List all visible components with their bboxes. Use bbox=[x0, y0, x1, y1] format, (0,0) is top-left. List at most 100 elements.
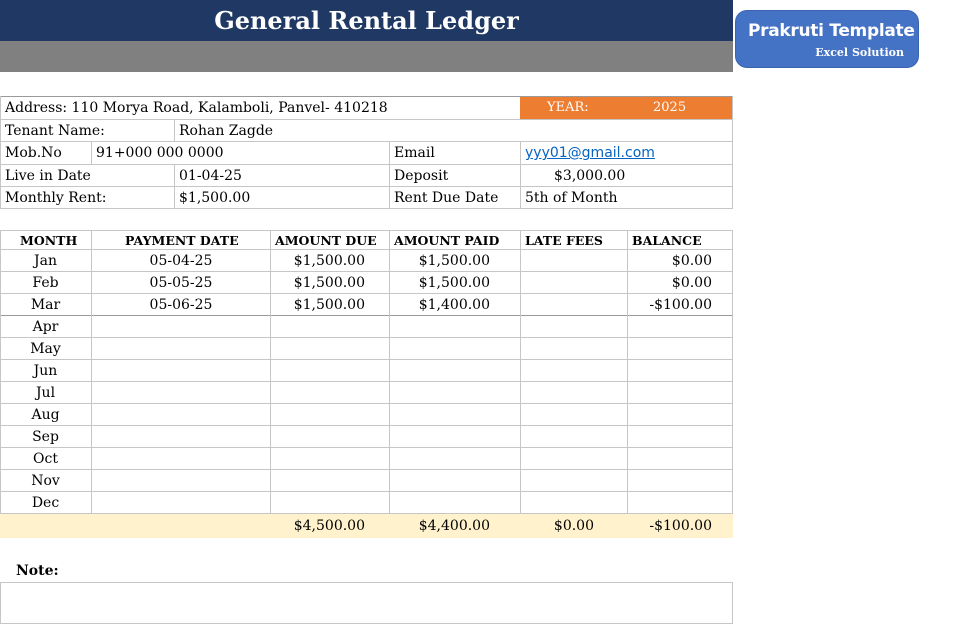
ledger-row-divider bbox=[0, 315, 733, 316]
cell-late-fees[interactable] bbox=[521, 272, 627, 293]
info-divider bbox=[520, 141, 521, 209]
cell-late-fees[interactable] bbox=[521, 382, 627, 403]
ledger-col-divider bbox=[732, 230, 733, 514]
cell-balance[interactable] bbox=[628, 360, 732, 381]
cell-balance[interactable] bbox=[628, 382, 732, 403]
cell-amount-due[interactable] bbox=[271, 470, 389, 491]
cell-payment-date[interactable] bbox=[92, 404, 270, 425]
cell-late-fees[interactable] bbox=[521, 448, 627, 469]
cell-month[interactable]: Sep bbox=[32, 428, 59, 445]
cell-balance[interactable]: -$100.00 bbox=[649, 296, 712, 313]
info-divider bbox=[0, 164, 733, 165]
mob-value[interactable]: 91+000 000 0000 bbox=[96, 145, 224, 161]
cell-payment-date[interactable]: 05-05-25 bbox=[149, 274, 213, 291]
ledger-row-divider bbox=[0, 425, 733, 426]
cell-late-fees[interactable] bbox=[521, 360, 627, 381]
info-divider bbox=[91, 141, 92, 164]
note-field[interactable] bbox=[0, 582, 733, 624]
cell-month[interactable]: Jun bbox=[33, 362, 58, 379]
address-field[interactable]: Address: 110 Morya Road, Kalamboli, Panv… bbox=[5, 100, 388, 116]
cell-month[interactable]: Jan bbox=[34, 252, 57, 269]
cell-payment-date[interactable] bbox=[92, 492, 270, 513]
cell-late-fees[interactable] bbox=[521, 470, 627, 491]
cell-amount-paid[interactable] bbox=[390, 316, 520, 337]
cell-amount-due[interactable] bbox=[271, 316, 389, 337]
cell-amount-due[interactable] bbox=[271, 360, 389, 381]
totals-row: $4,500.00 $4,400.00 $0.00 -$100.00 bbox=[0, 514, 733, 538]
cell-payment-date[interactable] bbox=[92, 470, 270, 491]
cell-payment-date[interactable] bbox=[92, 360, 270, 381]
cell-amount-paid[interactable] bbox=[390, 338, 520, 359]
cell-balance[interactable]: $0.00 bbox=[671, 274, 712, 291]
email-link[interactable]: yyy01@gmail.com bbox=[525, 145, 655, 161]
cell-balance[interactable] bbox=[628, 470, 732, 491]
cell-balance[interactable] bbox=[628, 426, 732, 447]
cell-late-fees[interactable] bbox=[521, 404, 627, 425]
year-value[interactable]: 2025 bbox=[653, 100, 687, 115]
cell-amount-paid[interactable] bbox=[390, 382, 520, 403]
cell-month[interactable]: Nov bbox=[31, 472, 60, 489]
cell-amount-due[interactable] bbox=[271, 448, 389, 469]
ledger-row-divider bbox=[0, 271, 733, 272]
cell-amount-paid[interactable] bbox=[390, 448, 520, 469]
email-label: Email bbox=[394, 145, 435, 161]
year-box[interactable]: YEAR: 2025 bbox=[520, 97, 732, 119]
cell-payment-date[interactable] bbox=[92, 382, 270, 403]
deposit-value[interactable]: $3,000.00 bbox=[554, 167, 626, 184]
cell-amount-paid[interactable] bbox=[390, 470, 520, 491]
cell-payment-date[interactable]: 05-06-25 bbox=[149, 296, 213, 313]
cell-month[interactable]: Oct bbox=[33, 450, 58, 467]
cell-month[interactable]: Aug bbox=[31, 406, 60, 423]
cell-late-fees[interactable] bbox=[521, 294, 627, 315]
cell-amount-due[interactable]: $1,500.00 bbox=[293, 296, 365, 313]
cell-month[interactable]: Apr bbox=[32, 318, 59, 335]
cell-late-fees[interactable] bbox=[521, 250, 627, 271]
cell-balance[interactable] bbox=[628, 448, 732, 469]
cell-balance[interactable] bbox=[628, 492, 732, 513]
rent-label: Monthly Rent: bbox=[5, 189, 107, 206]
cell-amount-paid[interactable]: $1,500.00 bbox=[418, 274, 490, 291]
cell-amount-paid[interactable] bbox=[390, 492, 520, 513]
cell-month[interactable]: Feb bbox=[32, 274, 59, 291]
col-header-amount-paid: AMOUNT PAID bbox=[394, 232, 500, 248]
title-subband bbox=[0, 41, 733, 72]
cell-amount-due[interactable] bbox=[271, 404, 389, 425]
cell-amount-due[interactable] bbox=[271, 426, 389, 447]
cell-amount-due[interactable]: $1,500.00 bbox=[293, 252, 365, 269]
rent-value[interactable]: $1,500.00 bbox=[179, 189, 251, 206]
cell-amount-paid[interactable]: $1,400.00 bbox=[418, 296, 490, 313]
cell-amount-due[interactable] bbox=[271, 382, 389, 403]
cell-late-fees[interactable] bbox=[521, 492, 627, 513]
cell-late-fees[interactable] bbox=[521, 338, 627, 359]
cell-amount-due[interactable] bbox=[271, 338, 389, 359]
tenant-value[interactable]: Rohan Zagde bbox=[179, 122, 274, 139]
cell-amount-paid[interactable] bbox=[390, 360, 520, 381]
deposit-label: Deposit bbox=[394, 167, 449, 184]
cell-amount-paid[interactable]: $1,500.00 bbox=[418, 252, 490, 269]
due-date-value[interactable]: 5th of Month bbox=[525, 189, 618, 206]
cell-late-fees[interactable] bbox=[521, 426, 627, 447]
info-border-left bbox=[0, 96, 1, 209]
cell-balance[interactable]: $0.00 bbox=[671, 252, 712, 269]
cell-amount-due[interactable] bbox=[271, 492, 389, 513]
cell-amount-paid[interactable] bbox=[390, 426, 520, 447]
cell-balance[interactable] bbox=[628, 404, 732, 425]
cell-amount-due[interactable]: $1,500.00 bbox=[293, 274, 365, 291]
ledger-row-divider bbox=[0, 359, 733, 360]
cell-late-fees[interactable] bbox=[521, 316, 627, 337]
cell-payment-date[interactable] bbox=[92, 316, 270, 337]
cell-month[interactable]: May bbox=[30, 340, 61, 357]
cell-payment-date[interactable]: 05-04-25 bbox=[149, 252, 213, 269]
cell-month[interactable]: Mar bbox=[30, 296, 61, 313]
cell-payment-date[interactable] bbox=[92, 426, 270, 447]
cell-month[interactable]: Jul bbox=[35, 384, 56, 401]
cell-payment-date[interactable] bbox=[92, 338, 270, 359]
live-value[interactable]: 01-04-25 bbox=[179, 167, 242, 184]
cell-payment-date[interactable] bbox=[92, 448, 270, 469]
cell-balance[interactable] bbox=[628, 338, 732, 359]
cell-amount-paid[interactable] bbox=[390, 404, 520, 425]
info-divider bbox=[389, 141, 390, 209]
info-divider bbox=[0, 141, 733, 142]
cell-month[interactable]: Dec bbox=[31, 494, 60, 511]
cell-balance[interactable] bbox=[628, 316, 732, 337]
